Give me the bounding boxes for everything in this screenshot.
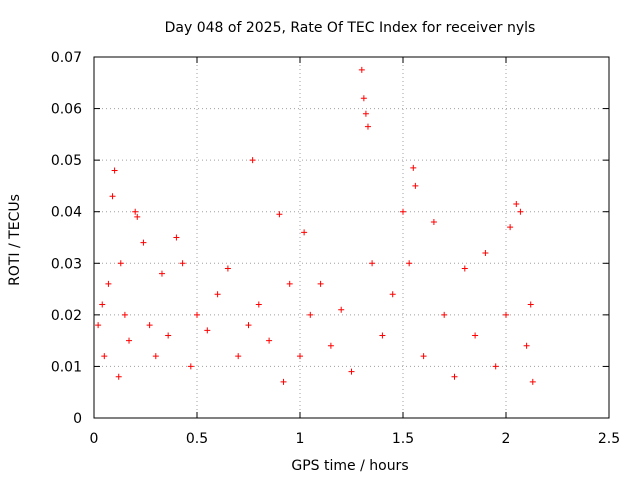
data-point (406, 260, 413, 267)
data-point (338, 306, 345, 313)
data-point (204, 327, 211, 334)
data-point (280, 378, 287, 385)
x-tick-label: 2.5 (598, 431, 620, 447)
data-point (369, 260, 376, 267)
y-tick-label: 0.02 (51, 308, 82, 324)
data-point (503, 311, 509, 318)
data-point (523, 342, 530, 349)
data-point (364, 123, 371, 130)
y-tick-labels: 0 0.01 0.02 0.03 0.04 0.05 0.06 0.07 (51, 50, 82, 427)
data-point (412, 182, 419, 189)
data-point (400, 208, 406, 215)
data-point (529, 378, 536, 385)
data-point (126, 337, 133, 344)
data-point (360, 95, 367, 102)
data-point (152, 353, 159, 360)
y-tick-label: 0.05 (51, 153, 82, 169)
x-tick-label: 1 (296, 431, 305, 447)
y-tick-label: 0.01 (51, 359, 82, 375)
data-point (95, 322, 102, 329)
data-point (132, 208, 139, 215)
plot-frame (93, 56, 610, 419)
data-point (187, 363, 194, 370)
data-point (165, 332, 172, 339)
data-point (430, 219, 437, 226)
y-tick-label: 0.03 (51, 256, 82, 272)
data-point (389, 291, 396, 298)
data-point (158, 270, 165, 277)
data-point (276, 211, 283, 218)
data-point (527, 301, 534, 308)
y-axis-label: ROTI / TECUs (7, 194, 23, 286)
data-point (492, 363, 499, 370)
data-point (379, 332, 386, 339)
data-point (461, 265, 468, 272)
data-point (420, 353, 427, 360)
data-point (358, 66, 365, 73)
x-tick-label: 2 (502, 431, 511, 447)
data-point (179, 260, 186, 267)
data-point (517, 208, 524, 215)
data-point (482, 249, 489, 256)
data-point (255, 301, 262, 308)
data-point (140, 239, 147, 246)
data-point (451, 373, 458, 380)
data-point (121, 311, 128, 318)
data-point (105, 280, 112, 287)
data-point (348, 368, 355, 375)
data-point (317, 280, 324, 287)
data-point (194, 311, 200, 318)
data-point (117, 260, 124, 267)
data-point (472, 332, 479, 339)
x-tick-label: 0.5 (186, 431, 208, 447)
data-point (214, 291, 221, 298)
data-point (266, 337, 273, 344)
x-axis-label: GPS time / hours (291, 458, 408, 474)
chart-title: Day 048 of 2025, Rate Of TEC Index for r… (165, 20, 536, 36)
data-point (224, 265, 231, 272)
data-point (99, 301, 106, 308)
data-point (134, 213, 141, 220)
x-tick-label: 1.5 (392, 431, 414, 447)
data-point (109, 193, 116, 200)
data-point (115, 373, 122, 380)
axis-ticks (93, 56, 610, 419)
data-point (111, 167, 118, 174)
data-point (301, 229, 308, 236)
data-point (146, 322, 153, 329)
data-point (307, 311, 314, 318)
y-tick-label: 0.06 (51, 102, 82, 118)
data-point (249, 157, 256, 164)
data-point (410, 164, 417, 171)
data-point (507, 224, 514, 231)
data-point (441, 311, 448, 318)
y-tick-label: 0.04 (51, 205, 82, 221)
data-point (101, 353, 108, 360)
data-point (513, 200, 520, 207)
y-tick-label: 0.07 (51, 50, 82, 66)
data-point (173, 234, 180, 241)
data-point (245, 322, 252, 329)
data-points (95, 66, 536, 385)
x-tick-labels: 0 0.5 1 1.5 2 2.5 (90, 431, 621, 447)
y-tick-label: 0 (73, 411, 82, 427)
data-point (297, 353, 303, 360)
data-point (362, 110, 369, 117)
data-point (235, 353, 242, 360)
data-point (286, 280, 293, 287)
x-tick-label: 0 (90, 431, 99, 447)
data-point (327, 342, 334, 349)
